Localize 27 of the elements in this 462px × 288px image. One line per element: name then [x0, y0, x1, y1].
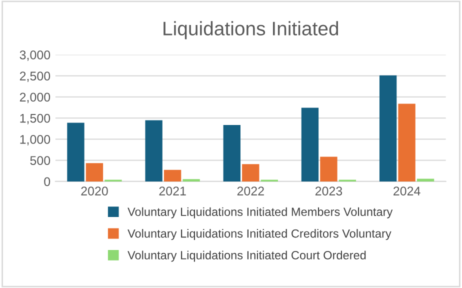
x-tick-label: 2022	[237, 186, 264, 196]
bar	[416, 178, 434, 182]
y-tick-label: 1,500	[20, 114, 50, 124]
bar	[86, 163, 104, 182]
bar	[223, 125, 240, 182]
y-tick-label: 2,500	[20, 72, 50, 82]
y-tick-label: 2,000	[20, 92, 50, 104]
bar	[398, 104, 416, 182]
bar	[301, 108, 319, 182]
y-tick-label: 500	[30, 156, 50, 165]
x-tick-label: 2020	[81, 186, 108, 196]
legend-label: Voluntary Liquidations Initiated Court Ordered	[128, 250, 366, 262]
y-tick-label: 1,000	[20, 135, 50, 146]
bar	[164, 170, 182, 182]
x-tick-label: 2024	[394, 186, 420, 196]
bar	[145, 120, 162, 182]
bar	[67, 122, 84, 182]
legend-label: Voluntary Liquidations Initiated Members Voluntary	[128, 207, 393, 218]
bar	[379, 75, 397, 182]
y-tick-label: 3,000	[20, 50, 50, 61]
chart-title: Liquidations Initiated	[164, 21, 338, 40]
y-tick-label: 0	[44, 177, 50, 186]
bar	[320, 156, 338, 182]
bar	[242, 164, 260, 182]
x-tick-label: 2021	[159, 186, 186, 196]
legend-label: Voluntary Liquidations Initiated Creditors Voluntary	[128, 229, 392, 240]
x-tick-label: 2023	[315, 186, 342, 196]
